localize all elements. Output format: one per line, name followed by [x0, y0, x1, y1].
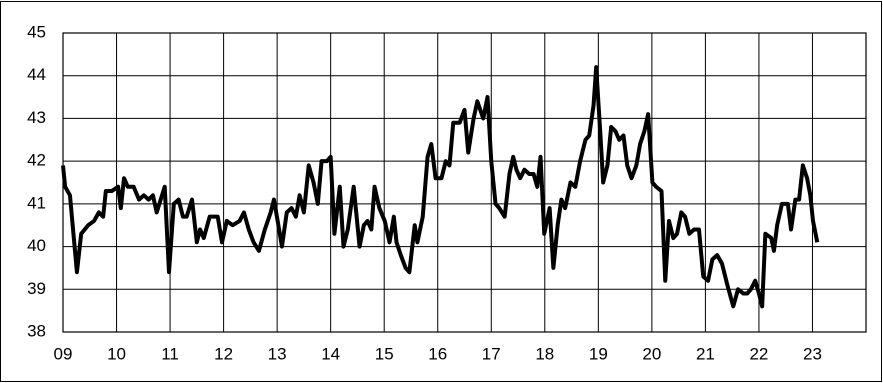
- x-tick-label: 11: [161, 344, 179, 363]
- x-tick-label: 16: [428, 344, 447, 363]
- x-tick-label: 13: [268, 344, 287, 363]
- data-line: [61, 65, 820, 309]
- x-tick-label: 20: [642, 344, 661, 363]
- x-tick-label: 10: [107, 344, 126, 363]
- y-tick-label: 38: [27, 321, 46, 340]
- x-tick-label: 15: [375, 344, 394, 363]
- x-tick-label: 19: [589, 344, 608, 363]
- x-tick-label: 23: [803, 344, 822, 363]
- y-tick-label: 40: [27, 236, 46, 255]
- y-tick-label: 42: [27, 151, 46, 170]
- x-tick-label: 17: [482, 344, 501, 363]
- y-tick-label: 41: [27, 193, 46, 212]
- y-tick-label: 44: [27, 65, 46, 84]
- plot-frame: [62, 32, 867, 333]
- x-tick-label: 22: [749, 344, 768, 363]
- x-tick-label: 18: [535, 344, 554, 363]
- y-tick-label: 39: [27, 279, 46, 298]
- x-tick-label: 14: [321, 344, 340, 363]
- x-tick-label: 09: [54, 344, 73, 363]
- y-tick-label: 43: [27, 108, 46, 127]
- y-tick-label: 45: [27, 22, 46, 41]
- x-tick-label: 12: [214, 344, 233, 363]
- x-tick-label: 21: [696, 344, 715, 363]
